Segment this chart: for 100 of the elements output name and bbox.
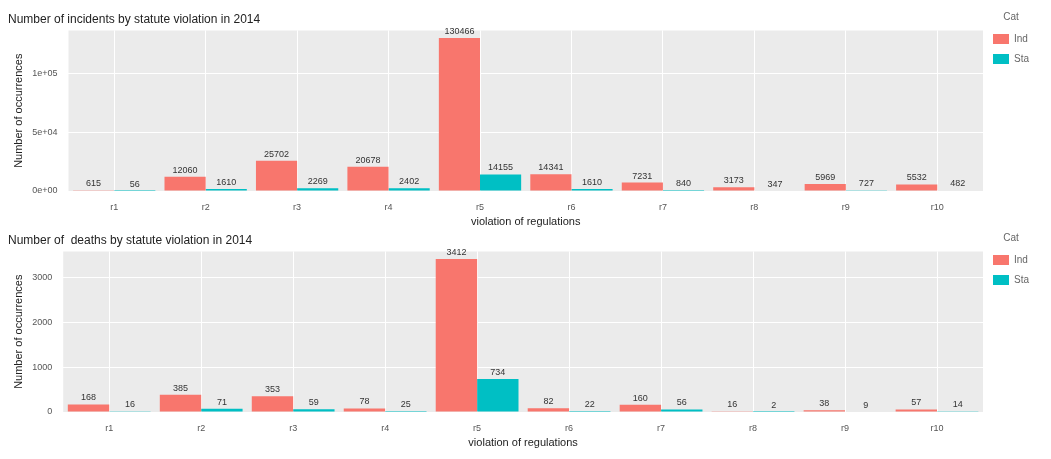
bar <box>159 394 202 412</box>
y-tick-label: 1e+05 <box>32 68 58 79</box>
data-label: 2402 <box>399 176 420 187</box>
bar <box>438 38 481 191</box>
data-label: 482 <box>950 178 966 189</box>
x-tick-label: r9 <box>841 422 850 433</box>
x-tick-label: r8 <box>749 422 758 433</box>
data-label: 7231 <box>632 170 653 181</box>
bar <box>619 404 662 412</box>
data-label: 5532 <box>906 172 927 183</box>
data-label: 2 <box>771 399 777 410</box>
x-axis-title: violation of regulations <box>471 215 581 228</box>
data-label: 14155 <box>488 162 514 173</box>
y-tick-label: 1000 <box>32 361 53 372</box>
data-label: 16 <box>124 399 135 410</box>
bar <box>67 404 110 412</box>
x-tick-label: r5 <box>473 422 482 433</box>
x-tick-label: r8 <box>750 201 759 212</box>
data-label: 14341 <box>538 162 564 173</box>
data-label: 82 <box>543 396 554 407</box>
data-label: 57 <box>911 397 922 408</box>
x-tick-label: r1 <box>110 201 119 212</box>
bar <box>293 409 335 412</box>
bar <box>895 409 937 412</box>
x-tick-label: r7 <box>657 422 666 433</box>
data-label: 734 <box>490 367 506 378</box>
data-label: 160 <box>632 392 648 403</box>
data-label: 130466 <box>444 26 475 37</box>
bar <box>347 166 389 191</box>
legend-label: Ind <box>1013 32 1028 44</box>
bar <box>251 396 294 412</box>
legend-title: Cat <box>1003 231 1019 243</box>
data-label: 22 <box>584 399 595 409</box>
x-tick-label: r10 <box>930 422 944 433</box>
y-axis-title: Number of occurrences <box>11 53 24 168</box>
bar <box>164 176 206 191</box>
data-label: 727 <box>858 178 874 189</box>
bar <box>477 379 519 412</box>
x-tick-label: r2 <box>201 201 210 212</box>
data-label: 9 <box>863 399 869 410</box>
bar <box>480 174 522 191</box>
bar <box>435 258 478 412</box>
chart-title: Number of deaths by statute violation in 2014 <box>8 232 253 247</box>
legend-label: Sta <box>1013 273 1030 285</box>
data-label: 38 <box>819 398 830 409</box>
data-label: 615 <box>86 178 102 189</box>
x-tick-label: r3 <box>293 201 302 212</box>
data-label: 14 <box>952 399 963 410</box>
x-tick-label: r9 <box>841 201 850 212</box>
data-label: 78 <box>359 396 370 407</box>
bar <box>530 174 572 191</box>
x-tick-label: r3 <box>289 422 298 433</box>
data-label: 1610 <box>216 177 237 188</box>
data-label: 12060 <box>172 164 198 175</box>
data-label: 353 <box>264 384 280 395</box>
data-label: 56 <box>676 397 687 408</box>
legend-label: Sta <box>1013 52 1030 64</box>
bar <box>804 184 846 191</box>
data-label: 168 <box>81 392 97 403</box>
data-label: 2269 <box>307 176 328 187</box>
x-tick-label: r6 <box>567 201 576 212</box>
legend-label: Ind <box>1013 253 1028 265</box>
y-tick-label: 0e+00 <box>32 185 58 196</box>
data-label: 3173 <box>723 175 744 186</box>
bar <box>527 408 570 412</box>
y-tick-label: 5e+04 <box>32 126 58 137</box>
data-label: 16 <box>727 399 738 410</box>
chart-title: Number of incidents by statute violation in 2014 <box>8 11 261 26</box>
bar <box>713 187 755 191</box>
bar <box>661 409 703 412</box>
data-label: 20678 <box>355 154 381 165</box>
x-axis-title: violation of regulations <box>468 436 579 449</box>
bar <box>255 160 298 191</box>
x-tick-label: r4 <box>384 201 393 212</box>
x-tick-label: r2 <box>197 422 206 433</box>
data-label: 59 <box>308 397 319 408</box>
y-tick-label: 3000 <box>32 271 53 282</box>
data-label: 840 <box>675 178 691 188</box>
legend-title: Cat <box>1003 10 1019 22</box>
data-label: 385 <box>172 382 189 393</box>
data-label: 25 <box>400 398 411 409</box>
bar <box>201 408 243 412</box>
bar <box>621 182 663 191</box>
bar <box>896 184 938 191</box>
x-tick-label: r10 <box>930 201 944 212</box>
data-label: 1610 <box>582 177 603 188</box>
y-tick-label: 2000 <box>32 316 53 327</box>
data-label: 25702 <box>264 148 290 159</box>
y-tick-label: 0 <box>47 406 53 417</box>
data-label: 56 <box>129 178 140 189</box>
x-tick-label: r4 <box>381 422 390 433</box>
data-label: 5969 <box>815 171 836 182</box>
x-tick-label: r5 <box>476 201 485 212</box>
data-label: 347 <box>767 178 783 189</box>
bar <box>343 408 386 412</box>
data-label: 71 <box>216 396 227 407</box>
bar <box>297 188 339 191</box>
x-tick-label: r1 <box>105 422 114 433</box>
data-label: 3412 <box>446 246 467 257</box>
bar <box>388 188 430 191</box>
